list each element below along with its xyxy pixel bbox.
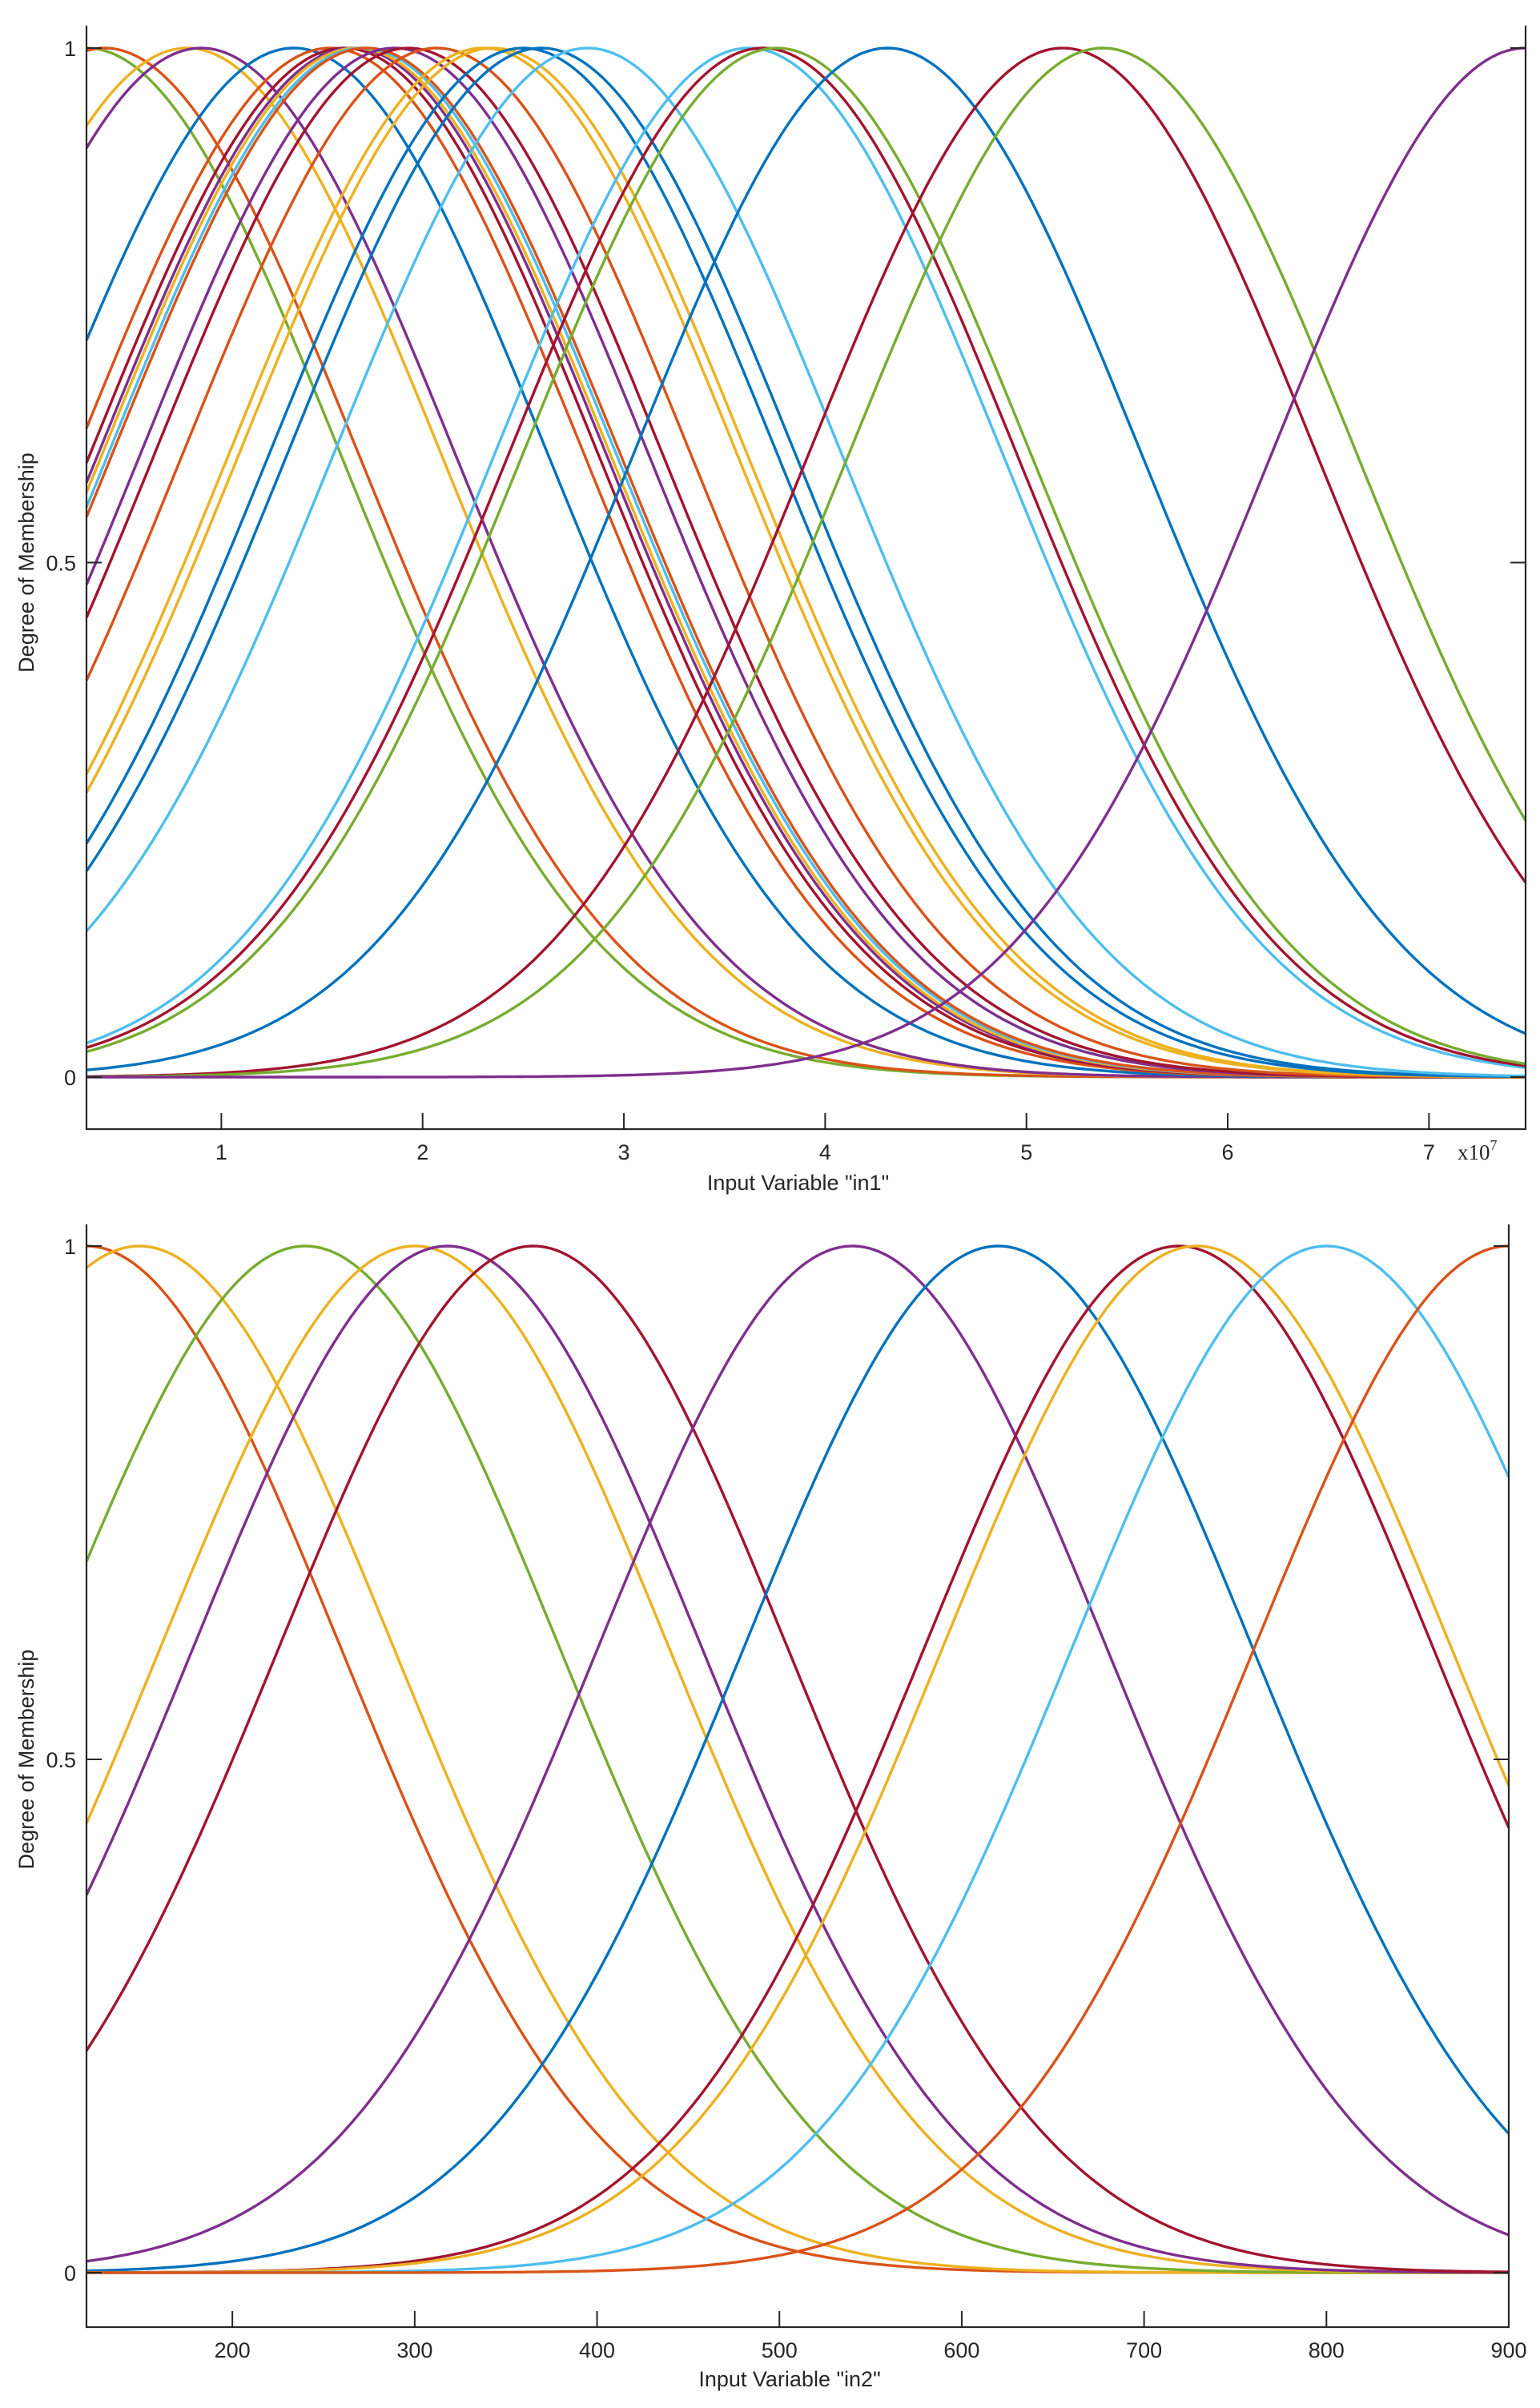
x-tick-label: 3 — [618, 1140, 630, 1164]
y-tick-label: 1 — [64, 37, 76, 61]
membership-chart-in2: 200 300 400 500 600 700 800 900 0 0.5 1 Input Varia… — [14, 1224, 1527, 2391]
membership-curve-mf16 — [85, 46, 1526, 1079]
membership-curve-mf8 — [86, 1244, 1510, 2273]
x-tick-label: 900 — [1490, 2338, 1526, 2362]
y-tick-label: 1 — [64, 1235, 76, 1259]
membership-curve-mf25 — [86, 46, 1527, 1079]
x-tick-label: 400 — [579, 2338, 615, 2362]
membership-curve-mf26 — [86, 46, 1526, 1079]
y-axis-label: Degree of Membership — [14, 1650, 38, 1870]
membership-curve-mf14 — [85, 46, 1526, 1079]
x-tick-label: 600 — [943, 2338, 979, 2362]
x-tick-label: 2 — [416, 1140, 428, 1164]
membership-curve-mf19 — [85, 46, 1526, 1078]
membership-curve-mf17 — [85, 46, 1526, 1079]
x-tick-label: 4 — [819, 1140, 831, 1164]
membership-chart-in1: 1 2 3 4 5 6 7 0 0.5 1 x107 Input Variable "in1" Degr… — [14, 26, 1527, 1195]
x-tick-label: 500 — [762, 2338, 798, 2362]
membership-curve-mf5 — [85, 1244, 1509, 2274]
membership-curve-mf10 — [86, 1244, 1510, 2274]
membership-curve-mf22 — [86, 46, 1526, 1066]
x-tick-label: 5 — [1020, 1140, 1032, 1164]
membership-curve-mf12 — [86, 1244, 1510, 2274]
x-exponent-label: x107 — [1458, 1137, 1498, 1164]
x-tick-label: 7 — [1423, 1140, 1435, 1164]
membership-curve-mf23 — [86, 46, 1526, 1071]
x-tick-label: 700 — [1126, 2338, 1162, 2362]
x-tick-label: 300 — [396, 2338, 432, 2362]
membership-curve-mf18 — [85, 46, 1526, 1078]
x-tick-label: 1 — [215, 1140, 227, 1164]
x-tick-label: 200 — [215, 2338, 251, 2362]
y-tick-label: 0.5 — [46, 552, 76, 576]
membership-curve-mf20 — [86, 46, 1526, 1069]
membership-curve-mf3 — [85, 1244, 1509, 2274]
y-tick-label: 0 — [64, 1066, 76, 1090]
x-tick-label: 6 — [1222, 1140, 1234, 1164]
curves — [85, 46, 1527, 1079]
membership-curve-mf7 — [86, 1244, 1510, 2263]
y-tick-label: 0.5 — [46, 1748, 76, 1772]
membership-curve-mf21 — [86, 46, 1526, 1067]
x-axis-label: Input Variable "in2" — [698, 2367, 880, 2391]
membership-curve-mf2 — [85, 1244, 1509, 2274]
curves — [85, 1244, 1510, 2274]
membership-curve-mf6 — [85, 1244, 1509, 2273]
membership-curve-mf24 — [86, 46, 1527, 1078]
axes-frame — [85, 1224, 1510, 2329]
y-axis-label: Degree of Membership — [14, 452, 38, 673]
membership-curve-mf1 — [86, 1244, 1509, 2274]
membership-curve-mf4 — [85, 1244, 1509, 2274]
y-tick-label: 0 — [64, 2261, 76, 2285]
axes-frame — [85, 26, 1527, 1131]
membership-curve-mf9 — [86, 1244, 1510, 2274]
membership-curve-mf11 — [86, 1244, 1510, 2274]
x-tick-label: 800 — [1309, 2338, 1345, 2362]
x-axis-label: Input Variable "in1" — [707, 1171, 889, 1195]
